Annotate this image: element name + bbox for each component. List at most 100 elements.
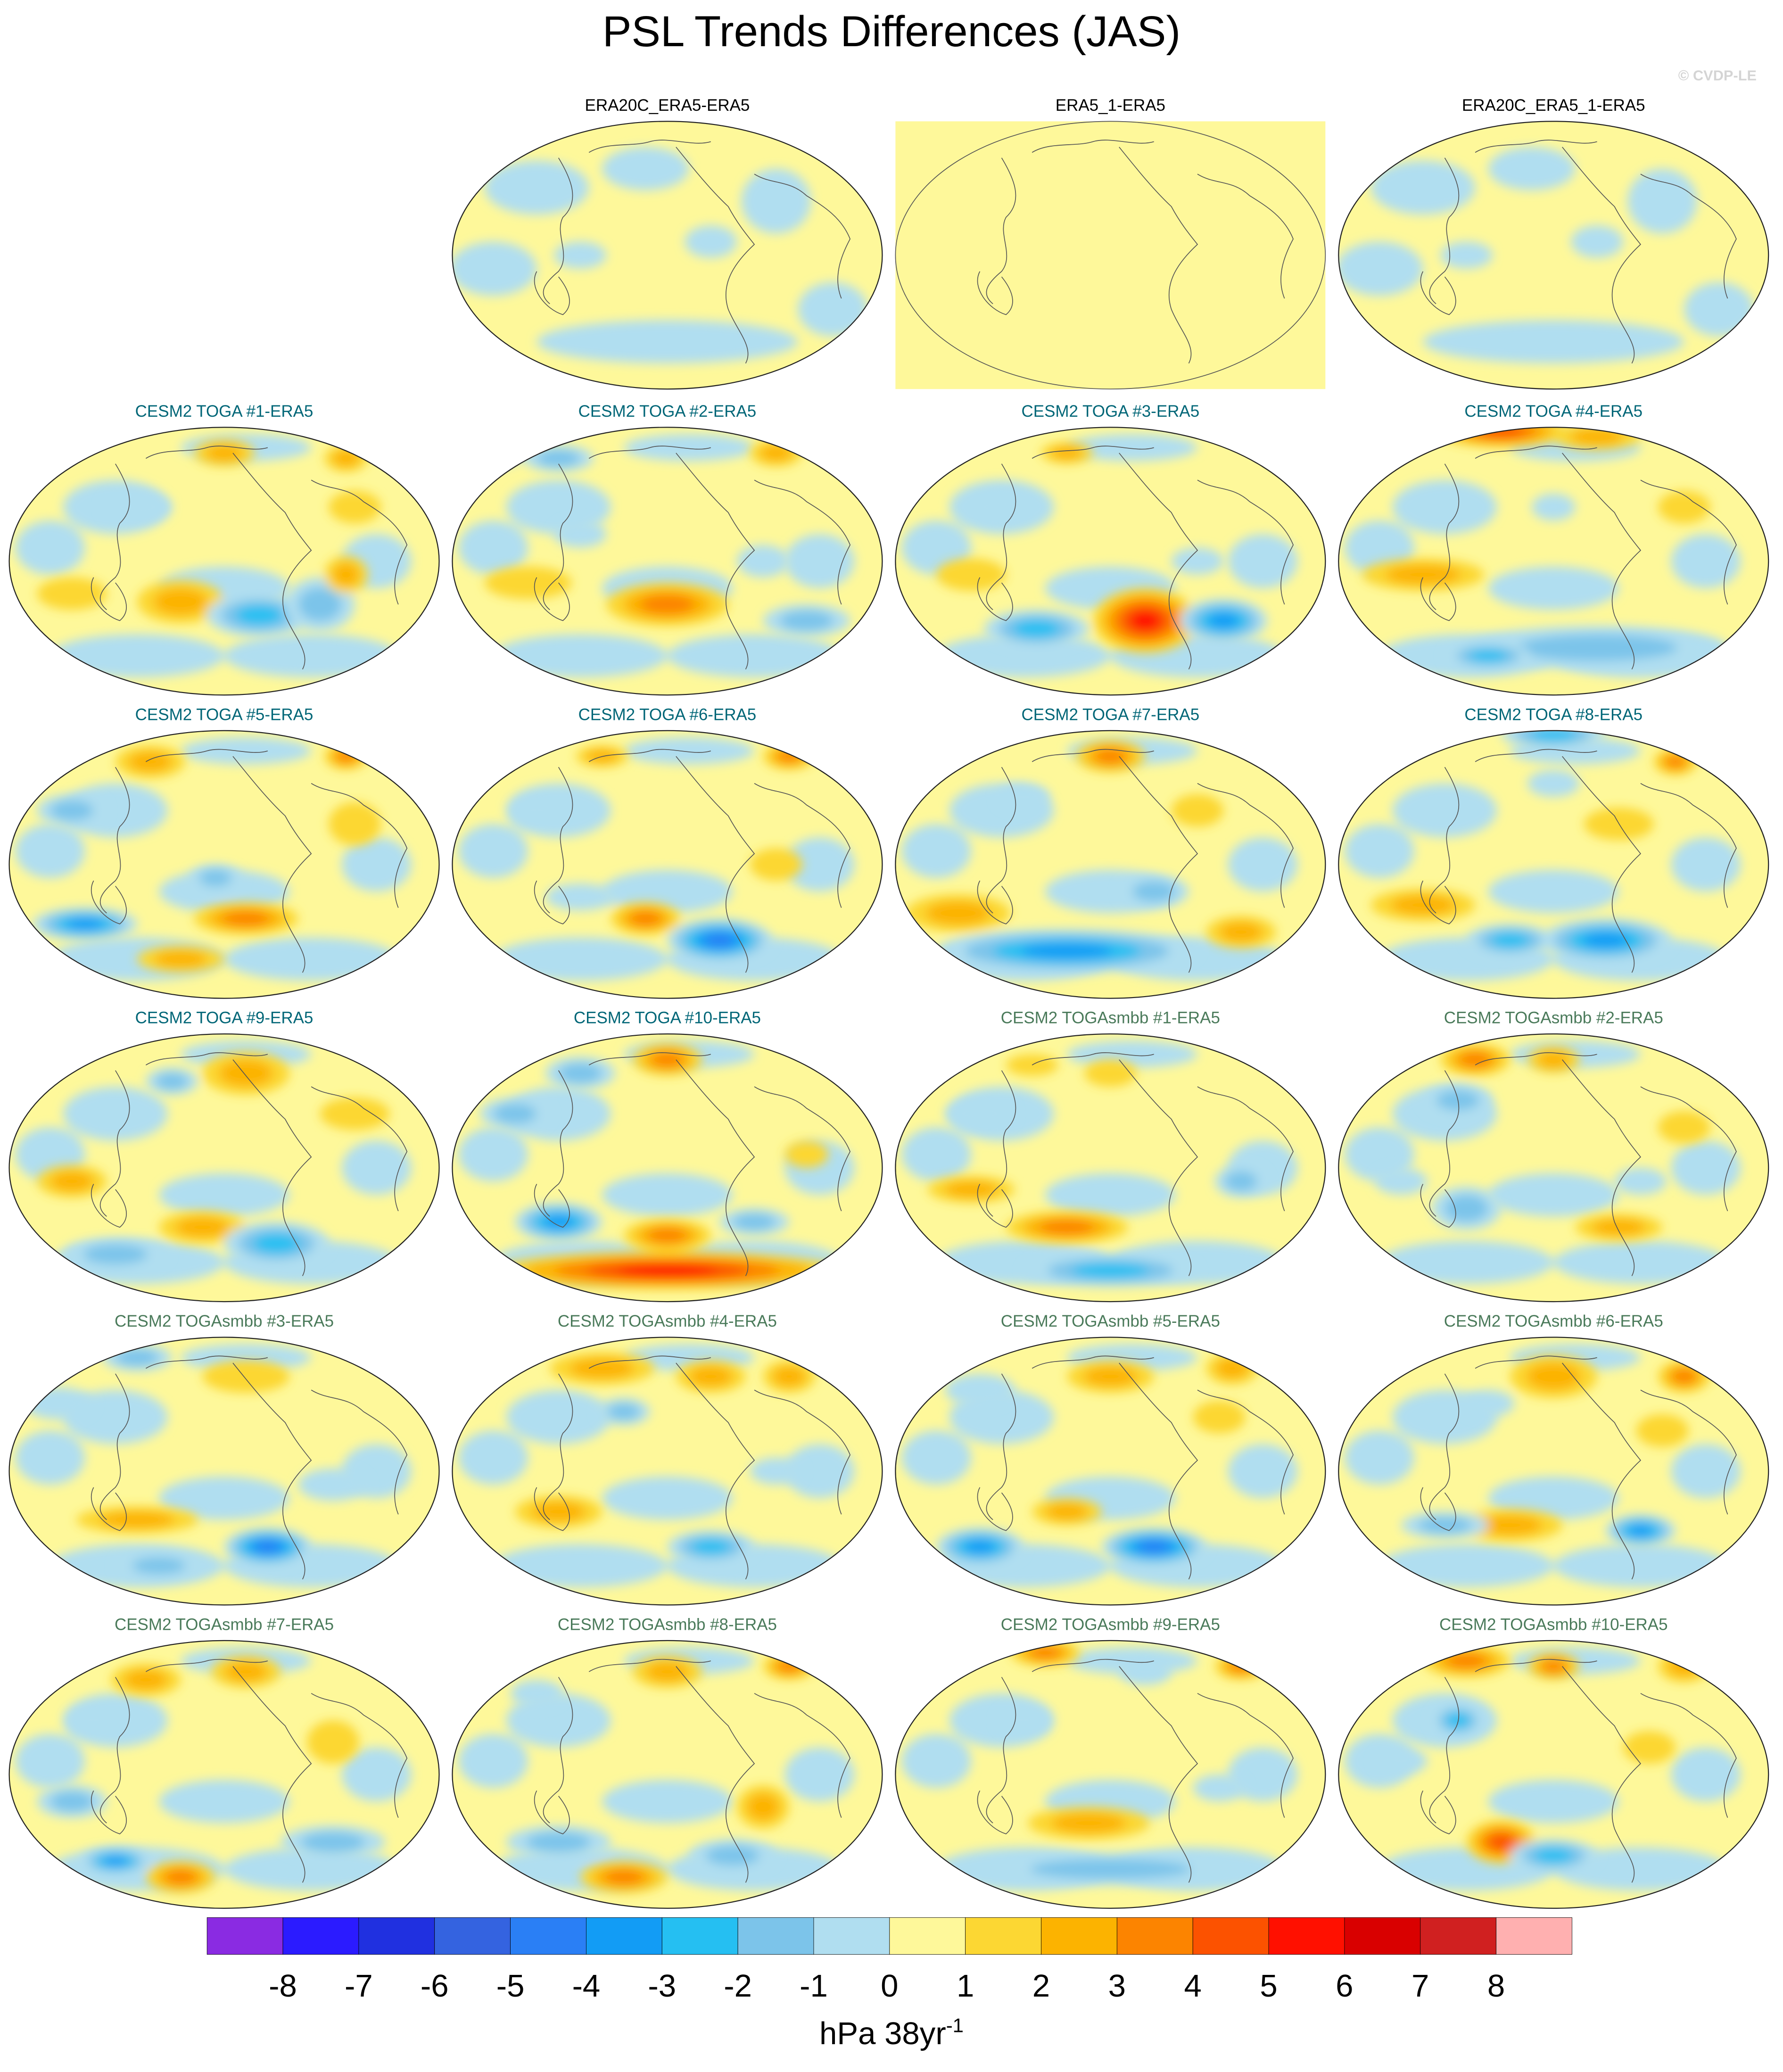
- trend-anomaly: [1462, 1390, 1515, 1417]
- trend-anomaly: [511, 1680, 563, 1707]
- trend-anomaly: [936, 558, 1006, 591]
- trend-anomaly: [1534, 1848, 1573, 1863]
- trend-anomaly: [99, 1511, 175, 1528]
- trend-anomaly: [1021, 943, 1113, 959]
- trend-anomaly: [156, 1073, 188, 1090]
- trend-anomaly: [224, 1661, 268, 1682]
- map-svg: [452, 730, 883, 999]
- map-panel: ERA20C_ERA5-ERA5: [450, 96, 885, 399]
- map-svg: [8, 427, 440, 696]
- colorbar-tick-label: 2: [1032, 1969, 1050, 2005]
- trend-anomaly: [608, 1403, 640, 1420]
- trend-anomaly: [1006, 1054, 1058, 1076]
- colorbar-swatch: [737, 1917, 814, 1955]
- trend-anomaly: [1072, 1263, 1149, 1278]
- trend-anomaly: [1628, 1525, 1653, 1536]
- trend-anomaly: [945, 1373, 1015, 1406]
- trend-anomaly: [944, 1181, 998, 1198]
- trend-anomaly: [760, 445, 792, 462]
- trend-anomaly: [784, 1140, 829, 1168]
- trend-anomaly: [493, 1104, 537, 1124]
- trend-anomaly: [253, 1234, 300, 1253]
- trend-anomaly: [773, 1366, 806, 1387]
- trend-anomaly: [336, 750, 356, 763]
- map-svg: [452, 427, 883, 696]
- trend-anomaly: [537, 450, 580, 467]
- trend-anomaly: [1040, 1220, 1094, 1235]
- map-panel: CESM2 TOGA #9-ERA5: [7, 1009, 442, 1312]
- map-svg: [1338, 121, 1769, 390]
- trend-anomaly: [223, 911, 269, 926]
- trend-anomaly: [511, 797, 563, 824]
- colorbar-units-label: hPa 38yr-1: [0, 2015, 1783, 2053]
- colorbar-tick-label: -1: [800, 1969, 828, 2005]
- trend-anomaly: [1623, 1731, 1676, 1764]
- trend-anomaly: [1478, 1515, 1543, 1535]
- trend-anomaly: [1672, 1369, 1696, 1384]
- panel-title: CESM2 TOGAsmbb #10-ERA5: [1439, 1615, 1668, 1634]
- map-panel: CESM2 TOGA #1-ERA5: [7, 402, 442, 705]
- trend-anomaly: [691, 1539, 730, 1554]
- map-svg: [895, 1033, 1326, 1303]
- trend-anomaly: [1083, 1366, 1138, 1387]
- map-svg: [452, 1033, 883, 1303]
- trend-anomaly: [124, 1669, 167, 1690]
- panel-title: CESM2 TOGA #5-ERA5: [135, 705, 314, 724]
- trend-anomaly: [1636, 1414, 1689, 1447]
- colorbar-swatch: [889, 1917, 966, 1955]
- trend-anomaly: [777, 1660, 801, 1673]
- colorbar-swatch: [1420, 1917, 1496, 1955]
- colorbar-tick-label: 4: [1184, 1969, 1202, 2005]
- trend-anomaly: [945, 1097, 1015, 1130]
- trend-anomaly: [559, 1063, 602, 1083]
- trend-anomaly: [1527, 769, 1580, 797]
- trend-anomaly: [997, 783, 1050, 810]
- map-panel: CESM2 TOGAsmbb #8-ERA5: [450, 1616, 885, 1919]
- colorbar-tick-label: 6: [1336, 1969, 1354, 2005]
- trend-anomaly: [329, 491, 381, 523]
- trend-anomaly: [604, 1870, 644, 1885]
- map-panel: CESM2 TOGAsmbb #2-ERA5: [1336, 1009, 1771, 1312]
- map-panel: ERA5_1-ERA5: [893, 96, 1328, 399]
- trend-anomaly: [1542, 1660, 1565, 1673]
- trend-anomaly: [630, 911, 661, 926]
- map-panel: CESM2 TOGAsmbb #9-ERA5: [893, 1616, 1328, 1919]
- trend-anomaly: [205, 445, 243, 462]
- map-svg: [895, 121, 1326, 390]
- trend-anomaly: [332, 450, 360, 467]
- colorbar-swatch: [510, 1917, 586, 1955]
- panel-title: CESM2 TOGAsmbb #4-ERA5: [557, 1312, 777, 1331]
- colorbar: [206, 1917, 1572, 1955]
- map-panel: CESM2 TOGAsmbb #7-ERA5: [7, 1616, 442, 1919]
- trend-anomaly: [543, 1215, 574, 1229]
- trend-anomaly: [103, 1856, 128, 1866]
- trend-anomaly: [165, 1870, 197, 1885]
- colorbar-tick-label: 1: [956, 1969, 974, 2005]
- trend-anomaly: [320, 1097, 390, 1130]
- colorbar-tick-label: -4: [572, 1969, 601, 2005]
- map-svg: [8, 1640, 440, 1909]
- trend-anomaly: [67, 1707, 120, 1734]
- colorbar-swatch: [586, 1917, 662, 1955]
- copyright-label: © CVDP-LE: [1678, 68, 1757, 85]
- trend-anomaly: [1119, 1658, 1172, 1685]
- trend-anomaly: [646, 1661, 689, 1682]
- map-panel: CESM2 TOGA #8-ERA5: [1336, 706, 1771, 1009]
- trend-anomaly: [617, 1265, 717, 1276]
- trend-anomaly: [154, 950, 208, 968]
- trend-anomaly: [780, 611, 834, 631]
- trend-anomaly: [1216, 1358, 1248, 1379]
- trend-anomaly: [1447, 1653, 1486, 1668]
- panel-title: CESM2 TOGAsmbb #8-ERA5: [557, 1615, 777, 1634]
- colorbar-tick-label: 7: [1412, 1969, 1429, 2005]
- trend-anomaly: [1658, 1111, 1710, 1144]
- map-svg: [895, 730, 1326, 999]
- map-svg: [8, 1337, 440, 1606]
- trend-anomaly: [1375, 1168, 1428, 1195]
- map-panel: CESM2 TOGA #7-ERA5: [893, 706, 1328, 1009]
- trend-anomaly: [484, 566, 572, 599]
- colorbar-swatch: [661, 1917, 738, 1955]
- map-panel: CESM2 TOGA #4-ERA5: [1336, 402, 1771, 705]
- panel-title: CESM2 TOGA #3-ERA5: [1021, 402, 1200, 421]
- trend-anomaly: [83, 1244, 148, 1264]
